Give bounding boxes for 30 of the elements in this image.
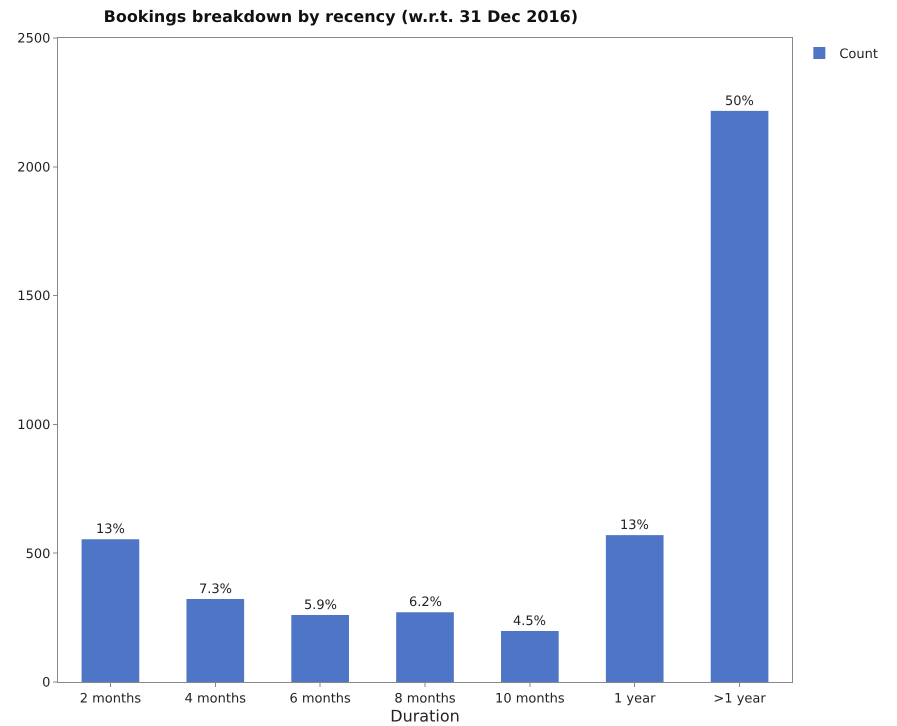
bar [710, 110, 768, 682]
x-axis-title: Duration [390, 706, 460, 726]
y-tick-label: 0 [42, 676, 50, 691]
annotation: 13% [96, 522, 125, 537]
x-tick-label: 6 months [289, 692, 352, 707]
annotation: 7.3% [199, 582, 232, 597]
bar [606, 535, 664, 682]
bar [82, 539, 140, 682]
chart-title: Bookings breakdown by recency (w.r.t. 31 Dec 2016) [104, 7, 578, 26]
x-tick-label: 8 months [394, 692, 456, 707]
x-tick-label: 2 months [80, 692, 142, 707]
x-tick-label: 10 months [495, 692, 565, 707]
x-tick-label: 1 year [614, 692, 656, 707]
y-tick-label: 500 [26, 546, 50, 562]
bar [291, 615, 349, 682]
bar [396, 612, 454, 682]
y-tick-label: 1000 [17, 418, 50, 433]
legend-label: Count [839, 47, 878, 62]
y-tick-label: 2000 [17, 160, 50, 176]
annotation: 50% [725, 94, 754, 109]
y-tick-label: 1500 [17, 289, 50, 304]
x-tick-label: >1 year [713, 692, 766, 707]
annotation: 13% [620, 518, 649, 533]
annotation: 6.2% [409, 595, 442, 610]
bar [186, 599, 244, 682]
annotation: 5.9% [304, 598, 338, 613]
annotation: 4.5% [513, 614, 546, 629]
x-tick-label: 4 months [184, 692, 246, 707]
bar [501, 631, 559, 682]
y-tick-label: 2500 [17, 32, 50, 47]
